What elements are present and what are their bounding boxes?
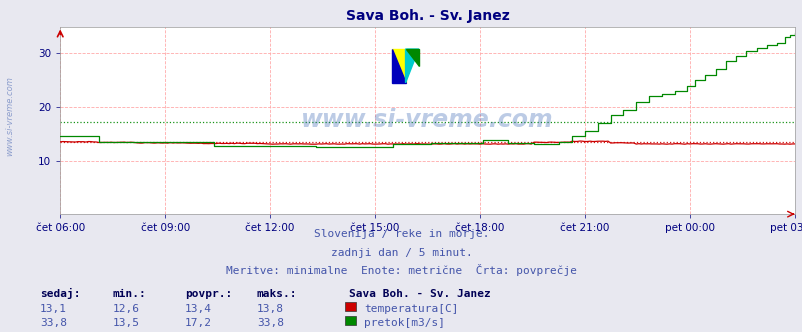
Text: sedaj:: sedaj: (40, 288, 80, 299)
Text: 13,4: 13,4 (184, 304, 212, 314)
Text: 13,1: 13,1 (40, 304, 67, 314)
Text: zadnji dan / 5 minut.: zadnji dan / 5 minut. (330, 248, 472, 258)
Text: temperatura[C]: temperatura[C] (363, 304, 458, 314)
Polygon shape (405, 49, 419, 83)
Text: 13,5: 13,5 (112, 318, 140, 328)
Title: Sava Boh. - Sv. Janez: Sava Boh. - Sv. Janez (346, 9, 508, 23)
Text: 33,8: 33,8 (40, 318, 67, 328)
Polygon shape (392, 49, 405, 83)
Polygon shape (392, 49, 405, 83)
Text: Meritve: minimalne  Enote: metrične  Črta: povprečje: Meritve: minimalne Enote: metrične Črta:… (225, 264, 577, 276)
Text: 17,2: 17,2 (184, 318, 212, 328)
Text: www.si-vreme.com: www.si-vreme.com (5, 76, 14, 156)
Text: min.:: min.: (112, 289, 146, 299)
Text: 12,6: 12,6 (112, 304, 140, 314)
Text: maks.:: maks.: (257, 289, 297, 299)
Text: 13,8: 13,8 (257, 304, 284, 314)
Text: 33,8: 33,8 (257, 318, 284, 328)
Polygon shape (405, 49, 419, 66)
Text: Sava Boh. - Sv. Janez: Sava Boh. - Sv. Janez (349, 289, 491, 299)
Text: povpr.:: povpr.: (184, 289, 232, 299)
Text: Slovenija / reke in morje.: Slovenija / reke in morje. (314, 229, 488, 239)
Text: pretok[m3/s]: pretok[m3/s] (363, 318, 444, 328)
Text: www.si-vreme.com: www.si-vreme.com (301, 108, 553, 132)
